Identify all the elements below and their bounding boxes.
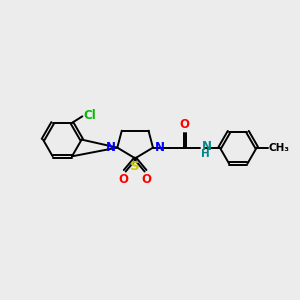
Text: S: S [130, 160, 140, 172]
Text: N: N [155, 140, 165, 154]
Text: N: N [106, 140, 116, 154]
Text: O: O [142, 172, 152, 186]
Text: O: O [180, 118, 190, 131]
Text: Cl: Cl [83, 109, 96, 122]
Text: H: H [201, 149, 210, 159]
Text: CH₃: CH₃ [268, 142, 290, 153]
Text: O: O [118, 172, 128, 186]
Text: N: N [201, 140, 212, 153]
